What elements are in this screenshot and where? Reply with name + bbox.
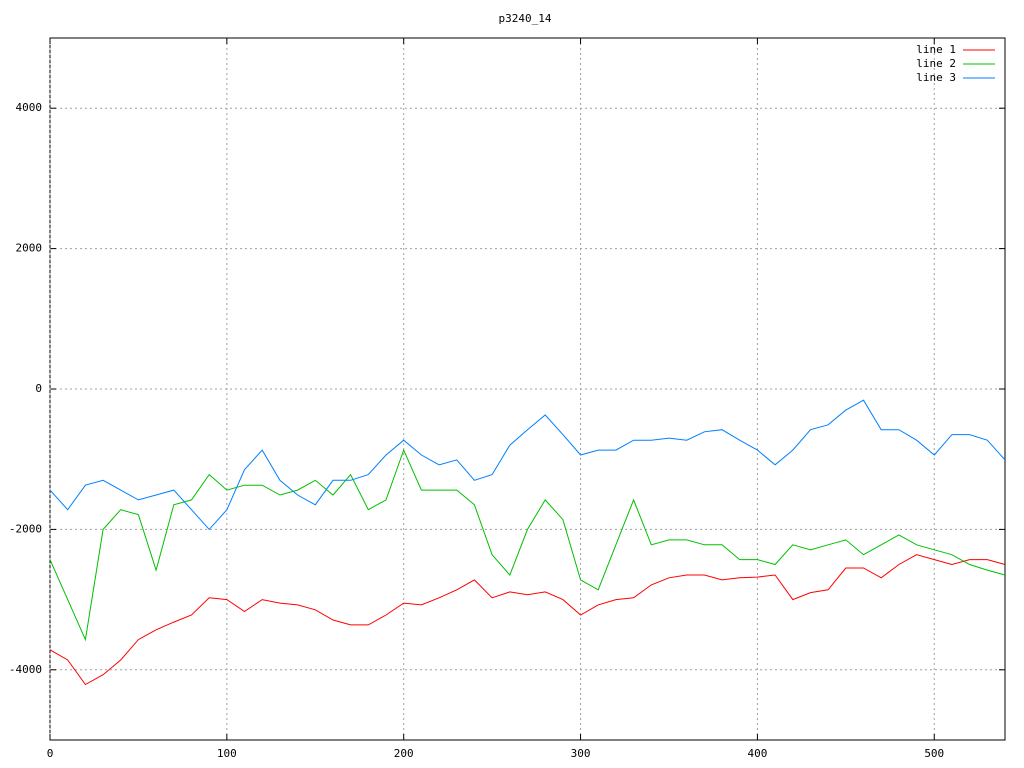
- x-tick-label: 500: [924, 747, 944, 760]
- legend-label: line 3: [916, 71, 956, 84]
- y-tick-label: 2000: [16, 242, 43, 255]
- legend-label: line 2: [916, 57, 956, 70]
- x-tick-label: 400: [747, 747, 767, 760]
- y-tick-label: 0: [35, 382, 42, 395]
- x-tick-label: 300: [571, 747, 591, 760]
- y-tick-label: -2000: [9, 522, 42, 535]
- series-line: [49, 448, 1006, 642]
- y-tick-label: 4000: [16, 101, 43, 114]
- y-tick-label: -4000: [9, 663, 42, 676]
- x-tick-label: 0: [47, 747, 54, 760]
- series-line: [49, 399, 1006, 531]
- x-tick-label: 100: [217, 747, 237, 760]
- legend-label: line 1: [916, 43, 956, 56]
- chart-title: p3240_14: [499, 12, 552, 25]
- series-line: [49, 554, 1006, 686]
- x-tick-label: 200: [394, 747, 414, 760]
